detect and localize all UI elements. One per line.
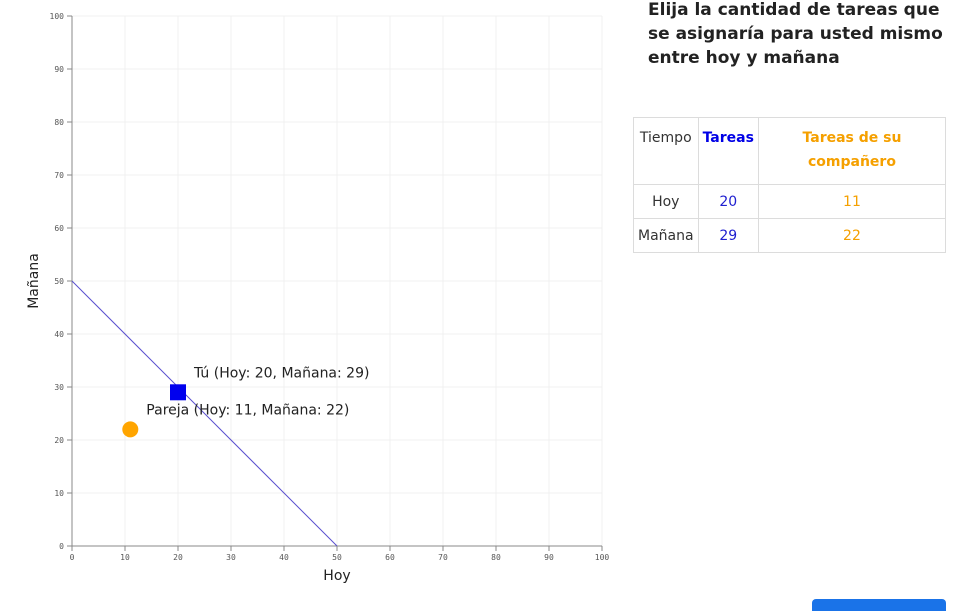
x-tick-label: 90 bbox=[544, 553, 554, 562]
table-row: Hoy 20 11 bbox=[633, 184, 947, 219]
row-hoy-companero: 11 bbox=[757, 184, 947, 219]
chart-svg[interactable]: 0 10 20 30 40 50 60 70 80 90 100 0 10 20 30 40 50 60 70 80 9… bbox=[0, 0, 625, 603]
header-tareas-companero: Tareas de su compañero bbox=[757, 117, 947, 185]
table-row: Mañana 29 22 bbox=[633, 218, 947, 253]
point-tu-label: Tú (Hoy: 20, Mañana: 29) bbox=[193, 365, 369, 381]
row-manana-label: Mañana bbox=[633, 218, 699, 253]
y-tick-label: 60 bbox=[54, 224, 64, 233]
allocation-chart[interactable]: 0 10 20 30 40 50 60 70 80 90 100 0 10 20 30 40 50 60 70 80 9… bbox=[0, 0, 625, 603]
x-tick-label: 80 bbox=[491, 553, 501, 562]
allocation-table: Tiempo Tareas Tareas de su compañero Hoy… bbox=[633, 117, 947, 253]
chart-marks[interactable]: Tú (Hoy: 20, Mañana: 29) Pareja (Hoy: 11,… bbox=[71, 280, 369, 547]
header-tiempo: Tiempo bbox=[633, 117, 699, 185]
x-tick-label: 50 bbox=[332, 553, 342, 562]
x-tick-label: 20 bbox=[173, 553, 183, 562]
y-tick-label: 20 bbox=[54, 436, 64, 445]
axes: 0 10 20 30 40 50 60 70 80 90 100 0 10 20 30 40 50 60 70 80 9… bbox=[50, 12, 610, 562]
row-manana-tareas: 29 bbox=[697, 218, 759, 253]
x-tick-label: 10 bbox=[120, 553, 130, 562]
row-hoy-tareas: 20 bbox=[697, 184, 759, 219]
x-tick-label: 40 bbox=[279, 553, 289, 562]
x-tick-label: 30 bbox=[226, 553, 236, 562]
y-tick-label: 90 bbox=[54, 65, 64, 74]
y-tick-label: 30 bbox=[54, 383, 64, 392]
x-axis-label: Hoy bbox=[323, 568, 350, 584]
header-tareas: Tareas bbox=[697, 117, 759, 185]
y-tick-label: 80 bbox=[54, 118, 64, 127]
x-tick-label: 100 bbox=[595, 553, 610, 562]
y-tick-label: 50 bbox=[54, 277, 64, 286]
y-tick-label: 40 bbox=[54, 330, 64, 339]
row-hoy-label: Hoy bbox=[633, 184, 699, 219]
point-tu-square[interactable] bbox=[170, 384, 186, 401]
point-pareja-circle bbox=[122, 421, 139, 438]
row-manana-companero: 22 bbox=[757, 218, 947, 253]
y-tick-label: 100 bbox=[50, 12, 65, 21]
table-header-row: Tiempo Tareas Tareas de su compañero bbox=[633, 117, 947, 185]
x-tick-label: 60 bbox=[385, 553, 395, 562]
instruction-title: Elija la cantidad de tareas que se asign… bbox=[648, 0, 943, 68]
budget-line bbox=[71, 280, 338, 547]
y-axis-label: Mañana bbox=[26, 253, 42, 309]
point-pareja-label: Pareja (Hoy: 11, Mañana: 22) bbox=[146, 402, 349, 418]
next-button[interactable] bbox=[812, 599, 946, 611]
y-tick-label: 70 bbox=[54, 171, 64, 180]
y-tick-label: 10 bbox=[54, 489, 64, 498]
x-tick-label: 70 bbox=[438, 553, 448, 562]
x-tick-label: 0 bbox=[70, 553, 75, 562]
y-tick-label: 0 bbox=[59, 542, 64, 551]
grid bbox=[71, 15, 603, 547]
